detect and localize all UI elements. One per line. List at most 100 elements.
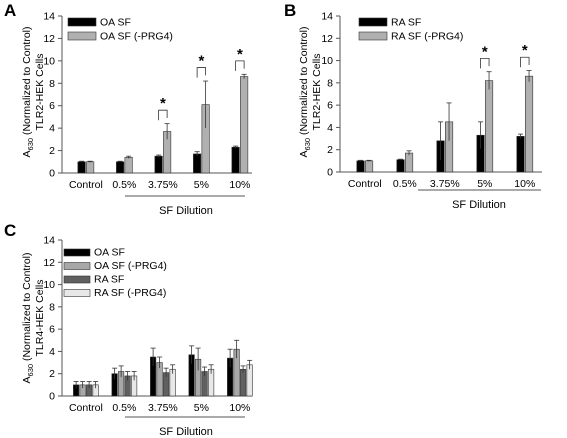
panel-a-y-tick-label: 4 bbox=[49, 123, 55, 135]
panel-b-bar bbox=[364, 160, 374, 173]
panel-a-letter: A bbox=[4, 1, 16, 20]
panel-b-y-tick-label: 8 bbox=[327, 77, 333, 89]
panel-a-y-tick-label: 12 bbox=[43, 33, 55, 45]
panel-b-y-tick-label: 14 bbox=[321, 11, 333, 23]
panel-c-y-label-main: A bbox=[21, 376, 33, 383]
panel-c-legend-swatch bbox=[63, 275, 91, 284]
panel-c-y-tick-label: 12 bbox=[43, 257, 55, 269]
panel-c-x-tick-label: Control bbox=[69, 402, 103, 414]
panel-c-legend-label: RA SF (-PRG4) bbox=[94, 287, 166, 299]
panel-a-y-tick-label: 14 bbox=[43, 11, 55, 23]
panel-b-significance-bracket bbox=[520, 56, 530, 68]
panel-b-legend-swatch bbox=[358, 17, 388, 27]
panel-a-y-label-main: A bbox=[21, 150, 33, 157]
panel-c-y-tick-label: 2 bbox=[49, 368, 55, 380]
panel-a-y-tick-label: 10 bbox=[43, 55, 55, 67]
panel-c-y-label: A630 (Normalized to Control) bbox=[21, 253, 35, 384]
panel-a-bar bbox=[77, 161, 86, 174]
panel-c-legend-swatch bbox=[63, 289, 91, 297]
panel-c-x-label: SF Dilution bbox=[159, 426, 213, 438]
panel-c-y-label-sub: 630 bbox=[26, 364, 35, 377]
panel-b-bar bbox=[396, 159, 405, 173]
panel-b-x-tick-label: Control bbox=[348, 178, 382, 190]
panel-c-x-tick-label: 3.75% bbox=[148, 402, 178, 414]
panel-b-significance-star: * bbox=[482, 43, 488, 60]
panel-c-letter: C bbox=[4, 221, 16, 240]
panel-a-bar bbox=[231, 146, 240, 174]
panel-c-y-tick-label: 0 bbox=[49, 391, 55, 403]
panel-b-significance-star: * bbox=[522, 42, 528, 59]
panel-b-x-label: SF Dilution bbox=[452, 199, 506, 211]
panel-a-y-tick-label: 6 bbox=[49, 100, 55, 112]
panel-b-y-tick-label: 0 bbox=[327, 167, 333, 179]
panel-a-x-tick-label: 3.75% bbox=[148, 179, 178, 191]
panel-b-bar bbox=[484, 80, 494, 173]
panel-c-legend-label: RA SF bbox=[94, 274, 124, 286]
panel-a-legend-swatch bbox=[67, 17, 97, 27]
panel-b-y-label: A630 (Normalized to Control) bbox=[298, 27, 312, 158]
panel-c-x-tick-label: 5% bbox=[194, 402, 209, 414]
panel-c-y-tick-label: 8 bbox=[49, 301, 55, 313]
panel-a-significance-star: * bbox=[198, 53, 204, 70]
panel-a-bar bbox=[86, 161, 95, 174]
panel-b-y-tick-label: 10 bbox=[321, 55, 333, 67]
panel-c-x-tick-label: 0.5% bbox=[112, 402, 136, 414]
panel-b-y-tick-label: 2 bbox=[327, 144, 333, 156]
panel-a-significance-bracket bbox=[158, 109, 168, 121]
panel-c-x-tick-label: 10% bbox=[229, 402, 250, 414]
panel-b-legend-swatch bbox=[358, 31, 388, 41]
panel-c-y-tick-label: 14 bbox=[43, 235, 55, 247]
panel-a-significance-bracket bbox=[196, 67, 207, 78]
panel-b-x-tick-label: 5% bbox=[477, 178, 492, 190]
panel-b-y-tick-label: 4 bbox=[327, 122, 333, 134]
panel-a-y-tick-label: 2 bbox=[49, 145, 55, 157]
panel-c-legend-swatch bbox=[63, 262, 91, 270]
panel-b-x-tick-label: 3.75% bbox=[430, 178, 460, 190]
panel-b-letter: B bbox=[284, 1, 296, 20]
panel-b-y-label-main: A bbox=[298, 150, 310, 157]
panel-c-legend-label: OA SF (-PRG4) bbox=[94, 260, 167, 272]
panel-c-bar bbox=[240, 368, 247, 397]
panel-b-significance-bracket bbox=[480, 57, 490, 69]
panel-a-significance-bracket bbox=[235, 60, 245, 71]
panel-b-x-tick-label: 10% bbox=[514, 178, 535, 190]
panel-c-y-tick-label: 10 bbox=[43, 279, 55, 291]
panel-c-y-tick-label: 6 bbox=[49, 324, 55, 336]
panel-a-y-tick-label: 8 bbox=[49, 78, 55, 90]
panel-b-legend-label: RA SF bbox=[391, 17, 421, 29]
panel-a-y-label-rest: (Normalized to Control) bbox=[21, 27, 33, 138]
panel-b-y-label-sub: 630 bbox=[303, 138, 312, 151]
panel-b-bar bbox=[524, 75, 534, 173]
panel-b-legend-label: RA SF (-PRG4) bbox=[391, 31, 463, 43]
panel-a-y-label: A630 (Normalized to Control) bbox=[21, 27, 35, 158]
panel-a-x-tick-label: 5% bbox=[194, 179, 209, 191]
panel-a-legend-label: OA SF bbox=[100, 17, 131, 29]
panel-b-bar bbox=[516, 136, 525, 173]
panel-b-x-tick-label: 0.5% bbox=[393, 178, 417, 190]
panel-a-bar bbox=[240, 76, 249, 174]
panel-a-y-tick-label: 0 bbox=[49, 168, 55, 180]
panel-b: B 0 2 4 6 8 10 12 14 A630 (Normalized to Control)… bbox=[284, 1, 542, 211]
panel-a-x-tick-label: Control bbox=[69, 179, 103, 191]
panel-c-legend-label: OA SF bbox=[94, 247, 125, 259]
panel-a-x-label: SF Dilution bbox=[159, 205, 213, 217]
panel-a-bar bbox=[116, 161, 125, 174]
panel-b-bar bbox=[356, 160, 365, 173]
panel-b-y-tick-label: 6 bbox=[327, 100, 333, 112]
panel-a-legend-label: OA SF (-PRG4) bbox=[100, 31, 173, 43]
panel-a-bar bbox=[124, 157, 133, 174]
panel-a-bar bbox=[154, 155, 163, 174]
panel-a-bar bbox=[193, 153, 202, 174]
panel-c-legend-swatch bbox=[63, 248, 91, 257]
panel-c-y-tick-label: 4 bbox=[49, 346, 55, 358]
panel-b-bar bbox=[404, 152, 414, 173]
panel-c-bar bbox=[246, 364, 253, 397]
panel-a-significance-star: * bbox=[160, 95, 166, 112]
panel-a-y-label-sub: 630 bbox=[26, 138, 35, 151]
panel-b-y-label-line2: TLR2-HEK Cells bbox=[311, 53, 323, 130]
panel-a-legend-swatch bbox=[67, 31, 97, 41]
panel-c-y-label-line2: TLR4-HEK Cells bbox=[34, 279, 46, 356]
panel-b-y-label-rest: (Normalized to Control) bbox=[298, 27, 310, 138]
